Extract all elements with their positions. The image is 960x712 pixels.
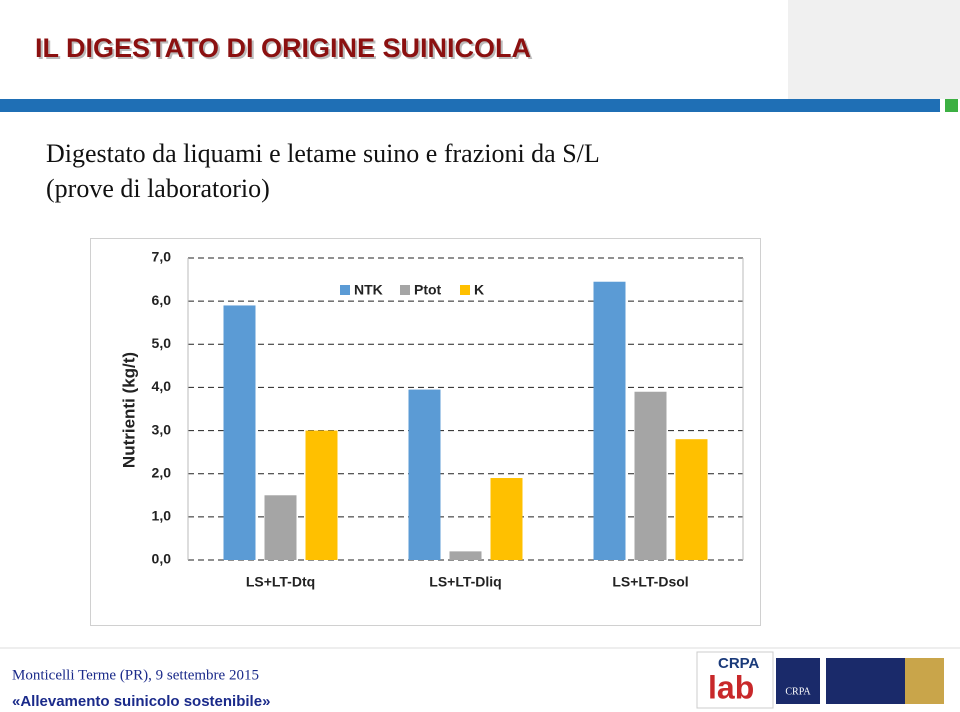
legend-label: K xyxy=(474,282,484,298)
legend-swatch xyxy=(340,285,350,295)
bar xyxy=(593,281,626,560)
legend-swatch xyxy=(460,285,470,295)
logo xyxy=(696,651,774,709)
x-tick-label: LS+LT-Dtq xyxy=(246,574,315,590)
x-tick-label: LS+LT-Dsol xyxy=(612,574,688,590)
subtitle: Digestato da liquami e letame suino e fr… xyxy=(46,139,600,168)
bar xyxy=(490,478,523,560)
title-square xyxy=(945,99,958,112)
logo-text: lab xyxy=(708,669,754,705)
bar xyxy=(449,551,482,560)
footer-place: Monticelli Terme (PR), 9 settembre 2015 xyxy=(12,667,259,683)
logo-photo xyxy=(905,658,944,704)
bar xyxy=(408,389,441,560)
subtitle: (prove di laboratorio) xyxy=(46,174,270,203)
legend-label: NTK xyxy=(354,282,383,298)
corner-panel xyxy=(788,0,960,99)
y-tick-label: 1,0 xyxy=(152,508,172,524)
bar xyxy=(675,439,708,560)
y-tick-label: 4,0 xyxy=(152,378,172,394)
y-tick-label: 0,0 xyxy=(152,551,172,567)
y-tick-label: 5,0 xyxy=(152,335,172,351)
title: IL DIGESTATO DI ORIGINE SUINICOLA xyxy=(35,33,531,63)
legend-label: Ptot xyxy=(414,282,442,298)
y-tick-label: 6,0 xyxy=(152,292,172,308)
y-tick-label: 3,0 xyxy=(152,421,172,437)
bar xyxy=(634,391,667,560)
bar xyxy=(264,495,297,560)
x-tick-label: LS+LT-Dliq xyxy=(429,574,501,590)
logo xyxy=(776,658,820,704)
y-tick-label: 2,0 xyxy=(152,464,172,480)
logo-text: CRPA xyxy=(718,655,760,672)
logo-text: CRPA xyxy=(785,686,811,697)
title-bar xyxy=(0,99,940,112)
footer-motto: «Allevamento suinicolo sostenibile» xyxy=(12,693,270,710)
bar xyxy=(223,305,256,560)
y-axis-label: Nutrienti (kg/t) xyxy=(119,352,138,468)
y-tick-label: 7,0 xyxy=(152,249,172,265)
bar xyxy=(305,430,338,560)
title-shadow: IL DIGESTATO DI ORIGINE SUINICOLA xyxy=(37,35,533,65)
legend-swatch xyxy=(400,285,410,295)
